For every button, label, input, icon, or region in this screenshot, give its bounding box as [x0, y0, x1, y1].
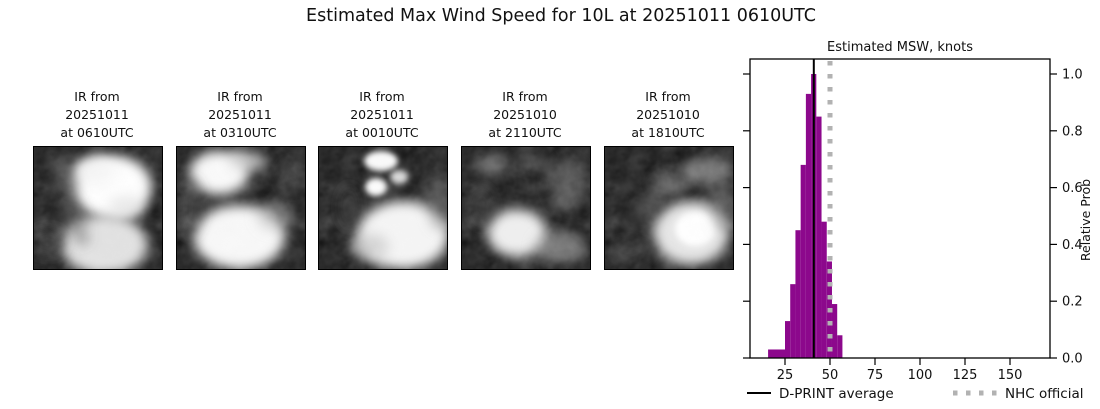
ir-caption-line: 20251011	[65, 107, 129, 122]
plot-frame	[749, 58, 1051, 359]
ir-caption-line: IR from	[359, 89, 405, 104]
ir-caption-line: IR from	[645, 89, 691, 104]
histogram-bar	[800, 164, 806, 358]
figure-title: Estimated Max Wind Speed for 10L at 2025…	[306, 6, 816, 26]
chart-axes: 25 50 75 100 125 150 0.0 0.2 0.4 0.6 0.8 1.0	[743, 58, 1083, 383]
ir-caption-line: at 0610UTC	[60, 125, 134, 140]
x-tick-label: 25	[777, 368, 794, 383]
y-tick-label: 0.2	[1062, 295, 1083, 310]
ir-caption-line: 20251010	[493, 107, 557, 122]
histogram-bar	[831, 304, 838, 358]
histogram-bar	[795, 230, 801, 358]
ir-image-caption: IR from 20251011 at 0010UTC	[307, 88, 457, 142]
histogram-bar	[768, 349, 785, 358]
ir-image-caption: IR from 20251011 at 0310UTC	[165, 88, 315, 142]
ir-image-caption: IR from 20251011 at 0610UTC	[22, 88, 172, 142]
chart-title: Estimated MSW, knots	[827, 40, 973, 55]
ir-caption-line: 20251011	[208, 107, 272, 122]
ir-caption-line: 20251010	[636, 107, 700, 122]
ir-caption-line: at 0310UTC	[203, 125, 277, 140]
msw-histogram-chart: Estimated MSW, knots 25 50 75 100 125 150 0.0 0…	[743, 40, 1093, 402]
y-tick-label: 0.6	[1062, 181, 1083, 196]
legend-dprint-label: D-PRINT average	[779, 386, 894, 402]
y-tick-label: 0.0	[1062, 352, 1083, 367]
ir-satellite-image	[461, 146, 591, 270]
y-tick-label: 0.4	[1062, 238, 1083, 253]
ir-satellite-image	[318, 146, 448, 270]
ir-caption-line: at 1810UTC	[631, 125, 705, 140]
x-tick-label: 50	[822, 368, 839, 383]
histogram-bar	[805, 93, 812, 358]
histogram-bar	[816, 116, 822, 358]
x-tick-label: 150	[998, 368, 1023, 383]
ir-caption-line: 20251011	[350, 107, 414, 122]
reference-lines	[812, 59, 833, 358]
histogram-bar	[785, 321, 791, 358]
legend-nhc-label: NHC official	[1005, 386, 1083, 402]
ir-satellite-image	[176, 146, 306, 270]
x-tick-label: 100	[908, 368, 933, 383]
x-tick-label: 125	[953, 368, 978, 383]
ir-satellite-image	[604, 146, 734, 270]
y-tick-label: 1.0	[1062, 68, 1083, 83]
ir-caption-line: IR from	[217, 89, 263, 104]
x-tick-label: 75	[867, 368, 884, 383]
ir-caption-line: at 0010UTC	[345, 125, 419, 140]
ir-image-caption: IR from 20251010 at 1810UTC	[593, 88, 743, 142]
y-axis-label-right: Relative Prob	[1078, 179, 1093, 261]
histogram-bar	[821, 221, 827, 358]
ir-caption-line: IR from	[502, 89, 548, 104]
ir-caption-line: IR from	[74, 89, 120, 104]
chart-legend: D-PRINT average NHC official	[747, 386, 1083, 402]
histogram-bar	[837, 335, 843, 358]
ir-image-caption: IR from 20251010 at 2110UTC	[450, 88, 600, 142]
ir-caption-line: at 2110UTC	[488, 125, 562, 140]
ir-satellite-image	[33, 146, 163, 270]
histogram-bar	[790, 284, 796, 358]
y-tick-label: 0.8	[1062, 124, 1083, 139]
